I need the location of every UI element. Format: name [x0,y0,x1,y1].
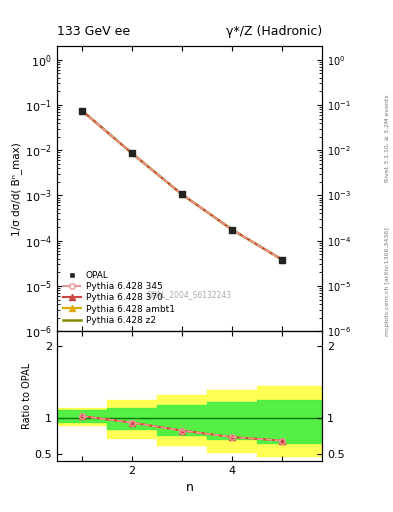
Text: OPAL_2004_S6132243: OPAL_2004_S6132243 [147,290,232,298]
Text: 133 GeV ee: 133 GeV ee [57,26,130,38]
Y-axis label: Ratio to OPAL: Ratio to OPAL [22,363,32,429]
Text: Rivet 3.1.10, ≥ 3.2M events: Rivet 3.1.10, ≥ 3.2M events [385,94,389,182]
Text: mcplots.cern.ch [arXiv:1306.3436]: mcplots.cern.ch [arXiv:1306.3436] [385,227,389,336]
Text: γ*/Z (Hadronic): γ*/Z (Hadronic) [226,26,322,38]
Y-axis label: 1/σ dσ/d( Bⁿ_max): 1/σ dσ/d( Bⁿ_max) [11,142,22,236]
Legend: OPAL, Pythia 6.428 345, Pythia 6.428 370, Pythia 6.428 ambt1, Pythia 6.428 z2: OPAL, Pythia 6.428 345, Pythia 6.428 370… [61,269,177,327]
X-axis label: n: n [185,481,194,494]
